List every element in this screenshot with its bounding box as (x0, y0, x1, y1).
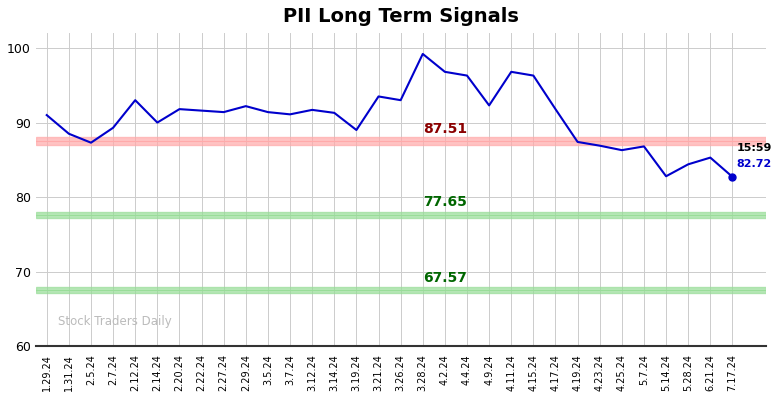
Text: 87.51: 87.51 (423, 122, 467, 136)
Text: 15:59: 15:59 (737, 143, 772, 153)
Bar (36, 287, 766, 293)
Text: Stock Traders Daily: Stock Traders Daily (58, 315, 172, 328)
Text: 82.72: 82.72 (737, 159, 772, 170)
Text: 67.57: 67.57 (423, 271, 466, 285)
Bar (36, 137, 766, 145)
Bar (36, 212, 766, 218)
Text: 77.65: 77.65 (423, 195, 466, 209)
Title: PII Long Term Signals: PII Long Term Signals (283, 7, 518, 26)
